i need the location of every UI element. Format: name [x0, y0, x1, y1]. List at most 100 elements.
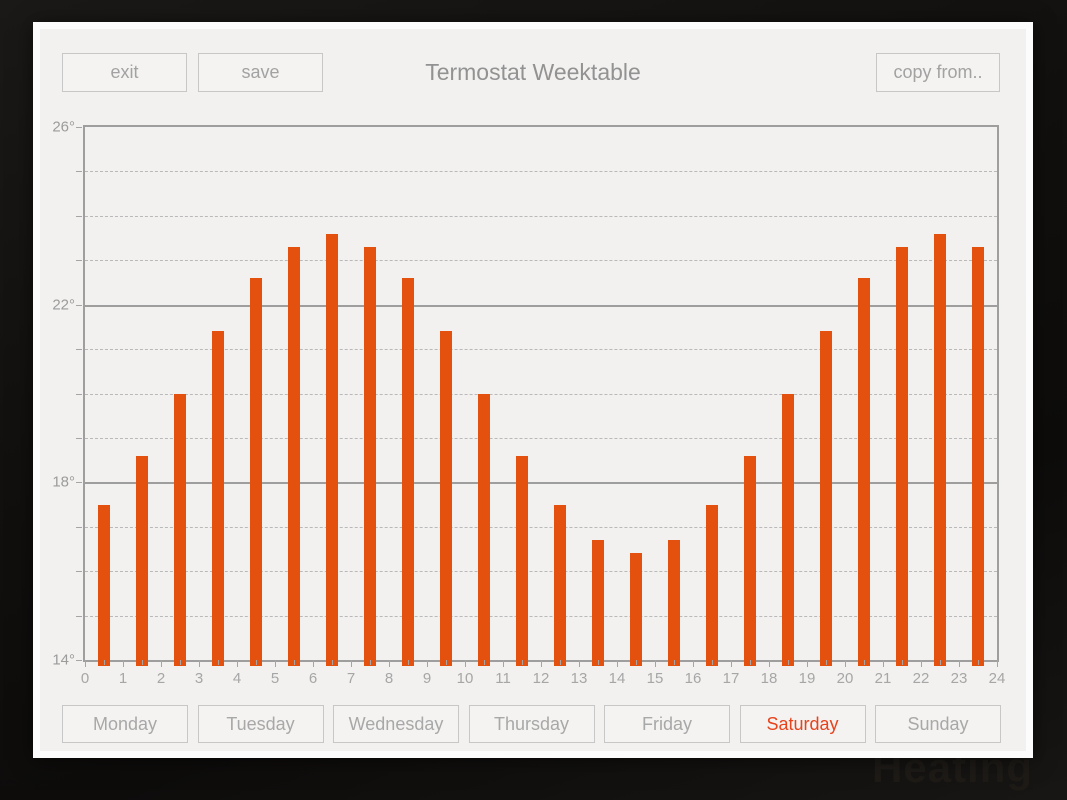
temperature-bar-hour-12[interactable] [554, 504, 566, 666]
exit-button[interactable]: exit [62, 53, 187, 92]
y-axis-tick-22 [76, 304, 82, 306]
gridline-19 [85, 437, 997, 439]
temperature-bar-hour-15[interactable] [668, 540, 680, 666]
x-tick-label-24: 24 [988, 670, 1006, 687]
x-tick-label-8: 8 [384, 670, 394, 687]
gridline-20 [85, 393, 997, 395]
gridline-16 [85, 571, 997, 573]
y-axis-tick-14 [76, 660, 82, 661]
tab-tuesday[interactable]: Tuesday [197, 705, 324, 743]
weektable-chart-plot-area: 14° 18° 22° 26° 0 1 2 3 4 5 6 7 8 9 10 11 12 13 14 15 16 17 18… [52, 119, 1005, 688]
temperature-bar-hour-19[interactable] [820, 331, 832, 666]
temperature-bar-hour-22[interactable] [934, 233, 946, 666]
temperature-bar-hour-5[interactable] [288, 246, 300, 666]
x-tick-label-10: 10 [456, 670, 474, 687]
x-axis-tick-9.5 [446, 660, 447, 665]
x-axis-tick-17 [731, 660, 732, 667]
x-axis-tick-6.5 [332, 660, 333, 665]
x-tick-label-5: 5 [270, 670, 280, 687]
y-axis-tick-20 [76, 393, 82, 395]
x-axis-tick-15.5 [674, 660, 675, 665]
tab-friday[interactable]: Friday [604, 705, 730, 743]
tab-thursday[interactable]: Thursday [468, 705, 595, 743]
x-axis-tick-12.5 [560, 660, 561, 665]
x-axis-tick-16.5 [712, 660, 713, 665]
tab-monday[interactable]: Monday [62, 705, 188, 743]
x-axis-tick-21.5 [902, 660, 903, 665]
x-axis-tick-11 [503, 660, 504, 667]
temperature-bar-hour-23[interactable] [972, 246, 984, 666]
temperature-bar-hour-4[interactable] [250, 278, 262, 666]
y-axis-tick-21 [76, 349, 82, 351]
temperature-bar-hour-14[interactable] [630, 553, 642, 666]
x-axis-tick-3 [199, 660, 200, 667]
temperature-bar-hour-7[interactable] [364, 246, 376, 666]
temperature-bar-hour-3[interactable] [212, 331, 224, 666]
x-axis-tick-3.5 [218, 660, 219, 665]
x-axis-tick-18.5 [788, 660, 789, 665]
x-tick-label-9: 9 [422, 670, 432, 687]
y-axis-tick-19 [76, 437, 82, 439]
temperature-bar-hour-21[interactable] [896, 246, 908, 666]
y-axis-tick-18 [76, 482, 82, 484]
x-axis-tick-7 [351, 660, 352, 667]
x-tick-label-7: 7 [346, 670, 356, 687]
temperature-bar-hour-10[interactable] [478, 393, 490, 666]
y-axis-tick-17 [76, 526, 82, 528]
x-tick-label-6: 6 [308, 670, 318, 687]
x-tick-label-23: 23 [950, 670, 968, 687]
x-axis-tick-15 [655, 660, 656, 667]
x-axis-tick-14.5 [636, 660, 637, 665]
temperature-bar-hour-20[interactable] [858, 278, 870, 666]
tab-saturday[interactable]: Saturday [739, 705, 866, 743]
gridline-22 [85, 304, 997, 307]
temperature-bar-hour-1[interactable] [136, 455, 148, 666]
x-axis-tick-12 [541, 660, 542, 667]
temperature-bar-hour-13[interactable] [592, 540, 604, 666]
x-axis-tick-1.5 [142, 660, 143, 665]
x-axis-tick-7.5 [370, 660, 371, 665]
x-tick-label-21: 21 [874, 670, 892, 687]
x-tick-label-20: 20 [836, 670, 854, 687]
temperature-bar-hour-16[interactable] [706, 504, 718, 666]
x-axis-tick-0 [85, 660, 86, 667]
x-axis-tick-22.5 [940, 660, 941, 665]
x-axis-tick-23 [959, 660, 960, 667]
x-axis-tick-10 [465, 660, 466, 667]
temperature-bar-hour-0[interactable] [98, 504, 110, 666]
tab-sunday[interactable]: Sunday [875, 705, 1001, 743]
x-axis-tick-23.5 [978, 660, 979, 665]
temperature-bar-hour-8[interactable] [402, 278, 414, 666]
x-axis-tick-6 [313, 660, 314, 667]
x-axis-tick-16 [693, 660, 694, 667]
x-axis-tick-10.5 [484, 660, 485, 665]
temperature-bar-hour-9[interactable] [440, 331, 452, 666]
tab-wednesday[interactable]: Wednesday [333, 705, 459, 743]
copy-from-button[interactable]: copy from.. [876, 53, 1000, 92]
gridline-18 [85, 482, 997, 485]
y-axis-tick-25 [76, 171, 82, 173]
day-tabs: Monday Tuesday Wednesday Thursday Friday Satu… [62, 705, 1001, 743]
thermostat-weektable-dialog: exit save Termostat Weektable copy from.… [33, 22, 1033, 758]
x-axis-tick-24 [997, 660, 998, 667]
x-axis-tick-11.5 [522, 660, 523, 665]
x-tick-label-15: 15 [646, 670, 664, 687]
temperature-bar-hour-2[interactable] [174, 393, 186, 666]
temperature-bar-hour-18[interactable] [782, 393, 794, 666]
y-tick-label-14: 14° [52, 651, 75, 669]
x-axis-tick-5.5 [294, 660, 295, 665]
x-tick-label-13: 13 [570, 670, 588, 687]
x-axis-tick-0.5 [104, 660, 105, 665]
x-axis-tick-5 [275, 660, 276, 667]
x-tick-label-0: 0 [80, 670, 90, 687]
y-axis-tick-16 [76, 571, 82, 573]
x-tick-label-14: 14 [608, 670, 626, 687]
temperature-bar-hour-11[interactable] [516, 455, 528, 666]
temperature-bar-hour-17[interactable] [744, 455, 756, 666]
save-button[interactable]: save [198, 53, 323, 92]
x-axis-tick-4.5 [256, 660, 257, 665]
x-tick-label-3: 3 [194, 670, 204, 687]
x-tick-label-11: 11 [495, 670, 511, 687]
x-axis-tick-2 [161, 660, 162, 667]
temperature-bar-hour-6[interactable] [326, 233, 338, 666]
